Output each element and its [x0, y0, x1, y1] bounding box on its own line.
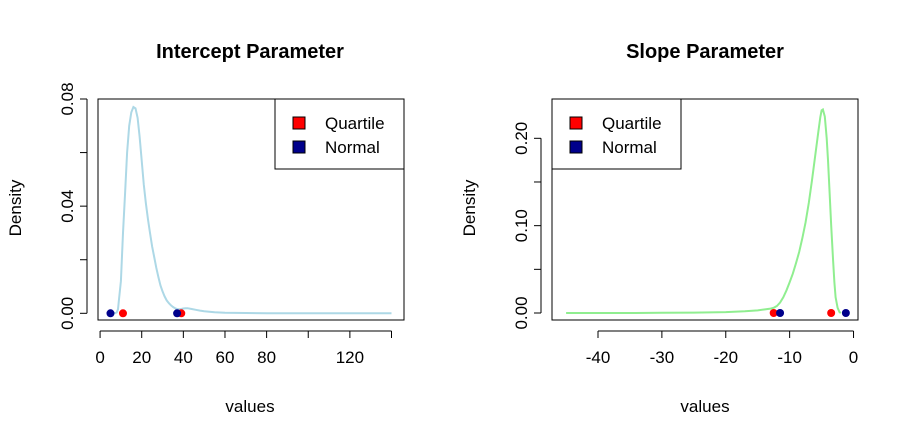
- y-axis-label: Density: [460, 179, 479, 236]
- x-tick-label: 0: [849, 348, 858, 367]
- normal-marker: [776, 309, 785, 318]
- x-tick-label: 0: [95, 348, 104, 367]
- y-tick-label: 0.08: [58, 82, 77, 115]
- x-tick-label: 120: [336, 348, 364, 367]
- legend-label: Quartile: [602, 114, 662, 133]
- x-tick-label: -40: [586, 348, 611, 367]
- x-tick-label: -30: [650, 348, 675, 367]
- legend-label: Quartile: [325, 114, 385, 133]
- quartile-marker: [118, 309, 127, 318]
- legend-label: Normal: [602, 138, 657, 157]
- y-tick-label: 0.20: [512, 122, 531, 155]
- intercept-panel: Intercept Parameter values Density 0 20 40…: [6, 41, 405, 416]
- legend-box: [274, 98, 405, 170]
- y-axis-label: Density: [6, 179, 25, 236]
- x-tick-label: 80: [257, 348, 276, 367]
- legend: Quartile Normal: [274, 98, 405, 170]
- y-tick-label: 0.10: [512, 209, 531, 242]
- plot-frame: [551, 98, 859, 321]
- legend-box: [551, 98, 682, 170]
- quartile-marker: [769, 309, 778, 318]
- y-axis: 0.00 0.10 0.20: [512, 122, 542, 330]
- x-tick-label: -20: [713, 348, 738, 367]
- x-axis: 0 20 40 60 80 120: [95, 330, 393, 367]
- quartile-marker: [827, 309, 836, 318]
- chart-title: Slope Parameter: [626, 41, 784, 63]
- y-tick-label: 0.00: [512, 296, 531, 329]
- chart-title: Intercept Parameter: [156, 41, 344, 63]
- y-axis: 0.00 0.04 0.08: [58, 82, 88, 330]
- legend-label: Normal: [325, 138, 380, 157]
- x-axis: -40 -30 -20 -10 0: [586, 330, 858, 367]
- legend-swatch: [292, 116, 306, 130]
- density-line: [110, 105, 392, 315]
- plot-frame: [97, 98, 405, 321]
- x-tick-label: 20: [132, 348, 151, 367]
- y-tick-label: 0.04: [58, 190, 77, 223]
- legend: Quartile Normal: [551, 98, 682, 170]
- x-tick-label: 40: [174, 348, 193, 367]
- y-tick-label: 0.00: [58, 297, 77, 330]
- normal-marker: [106, 309, 115, 318]
- x-tick-label: 60: [216, 348, 235, 367]
- normal-marker: [173, 309, 182, 318]
- x-tick-label: -10: [777, 348, 802, 367]
- x-axis-label: values: [225, 397, 274, 416]
- x-axis-label: values: [680, 397, 729, 416]
- density-line: [566, 107, 842, 314]
- slope-panel: Slope Parameter values Density -40 -30 -20…: [460, 41, 859, 416]
- legend-swatch: [569, 116, 583, 130]
- legend-swatch: [292, 140, 306, 154]
- normal-marker: [841, 309, 850, 318]
- legend-swatch: [569, 140, 583, 154]
